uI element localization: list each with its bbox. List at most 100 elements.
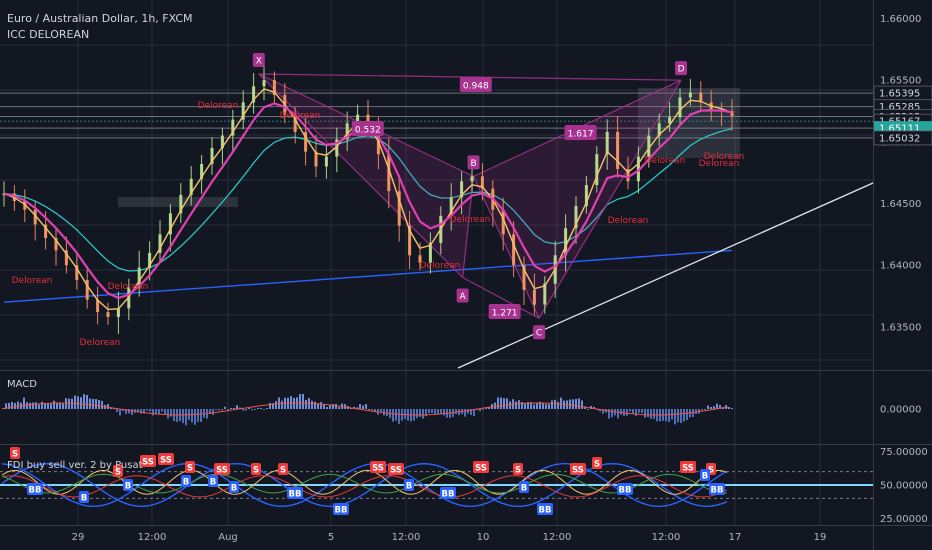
pattern-point-box (252, 53, 265, 67)
macd-bar (167, 409, 169, 419)
pattern-ratio: 0.532 (351, 121, 384, 136)
osc-fast-line (1, 469, 728, 495)
pattern-leg-xa (258, 73, 464, 278)
macd-bar (275, 401, 277, 409)
time-tick-label: 19 (814, 532, 827, 543)
macd-bar (551, 400, 553, 409)
macd-bar (50, 403, 52, 409)
candle-body (54, 238, 58, 251)
delorean-label: Delorean (12, 276, 53, 286)
macd-pane-label[interactable]: MACD (7, 379, 37, 390)
macd-bar (269, 402, 271, 409)
signal-label: SS (160, 456, 172, 466)
macd-bar (470, 409, 472, 416)
candle (210, 137, 214, 175)
candle-body (210, 148, 214, 165)
macd-bar (38, 404, 40, 409)
macd-bar (608, 409, 610, 419)
candle-body (137, 267, 141, 288)
signal-box (251, 463, 261, 475)
macd-bar (32, 402, 34, 409)
candle (106, 302, 110, 325)
macd-bar (398, 409, 400, 424)
symbol-title[interactable]: Euro / Australian Dollar, 1h, FXCM (7, 12, 193, 25)
macd-bar (26, 402, 28, 409)
macd-bar (221, 409, 223, 411)
candle-body (595, 154, 599, 185)
candle-body (33, 209, 37, 225)
macd-bar (272, 403, 274, 409)
price-marker-label: 1.65285 (879, 102, 920, 113)
sell-signal-badge: S (185, 461, 195, 474)
macd-bar (497, 397, 499, 409)
candle (668, 101, 672, 133)
signal-box (370, 461, 386, 473)
buy-signal-badge: B (519, 481, 529, 494)
pattern-leg-cd (538, 79, 682, 319)
macd-bar (428, 409, 430, 413)
pattern-point-box (467, 155, 480, 170)
macd-signal-line (1, 402, 729, 416)
candle-body (85, 279, 89, 300)
macd-bar (404, 409, 406, 419)
pattern-ratio-label: 1.271 (492, 309, 518, 319)
signal-box (519, 481, 529, 493)
macd-bar (170, 409, 172, 417)
candle (241, 90, 245, 130)
sell-signal-badge: SS (370, 461, 386, 474)
candle-body (657, 123, 661, 136)
macd-bar (119, 409, 121, 416)
candle-body (397, 191, 401, 226)
macd-bar (467, 409, 469, 414)
macd-bar (374, 409, 376, 413)
signal-box (513, 463, 523, 475)
delorean-label: Delorean (450, 215, 491, 225)
macd-bar (536, 402, 538, 409)
candle (449, 183, 453, 231)
macd-bar (128, 409, 130, 414)
macd-bar (569, 399, 571, 409)
macd-bar (530, 402, 532, 409)
sell-signal-badge: SS (570, 463, 586, 476)
macd-bar (200, 409, 202, 422)
indicator-label[interactable]: ICC DELOREAN (7, 28, 90, 41)
macd-bar (146, 409, 148, 411)
macd-bar (98, 399, 100, 409)
macd-bar (56, 402, 58, 409)
candle-body (64, 250, 68, 266)
macd-bar (680, 409, 682, 424)
osc-tick-label: 75.00000 (880, 447, 928, 458)
signal-label: B (406, 482, 412, 492)
macd-bar (635, 409, 637, 416)
delorean-label: Delorean (108, 282, 149, 292)
candle-body (730, 111, 734, 116)
macd-bar (509, 401, 511, 409)
macd-bar (230, 408, 232, 409)
candle-body (179, 194, 183, 214)
price-levels (0, 92, 873, 139)
candle-body (408, 225, 412, 256)
candle-body (460, 181, 464, 198)
time-tick-label: 17 (729, 532, 742, 543)
candle-body (356, 114, 360, 124)
candle-body (23, 201, 27, 210)
candle (345, 111, 349, 152)
macd-bar (602, 409, 604, 414)
buy-signal-badge: B (208, 475, 218, 488)
macd-bar (338, 407, 340, 409)
time-tick-label: 29 (72, 532, 85, 543)
candle-body (480, 176, 484, 189)
macd-bar (422, 409, 424, 419)
oscillator-pane-label[interactable]: FDI buy sell ver. 2 by Pusat (7, 460, 143, 471)
macd-bar (47, 403, 49, 409)
signal-label: SS (572, 466, 584, 476)
pattern-point-label: D (678, 65, 685, 75)
macd-bar (710, 406, 712, 409)
macd-bar (449, 409, 451, 418)
macd-bar (380, 409, 382, 412)
candle-body (564, 228, 568, 256)
sell-signal-badge: SS (388, 463, 404, 476)
macd-bar (236, 405, 238, 409)
macd-bar (545, 404, 547, 409)
